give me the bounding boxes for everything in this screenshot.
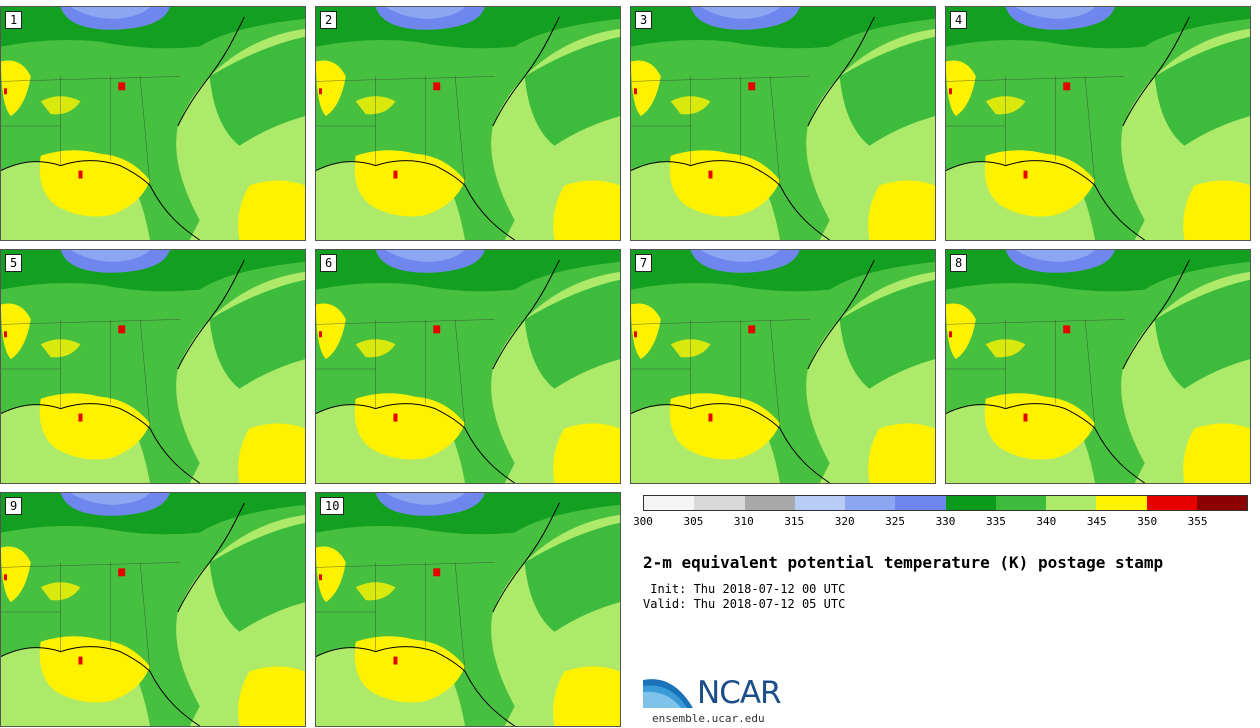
- map-icon: [631, 250, 935, 483]
- postage-stamp-map: 1: [0, 6, 306, 241]
- colorbar-tick-label: 330: [935, 515, 956, 528]
- colorbar-tick-label: 355: [1187, 515, 1208, 528]
- map-icon: [316, 7, 620, 240]
- colorbar-segment: [694, 496, 745, 510]
- postage-stamp-map: 10: [315, 492, 621, 727]
- map-icon: [946, 7, 1250, 240]
- postage-stamp-map: 9: [0, 492, 306, 727]
- postage-stamp-map: 3: [630, 6, 936, 241]
- colorbar-segment: [845, 496, 896, 510]
- colorbar-tick-label: 315: [784, 515, 805, 528]
- postage-stamp-map: 4: [945, 6, 1251, 241]
- colorbar-segment: [1046, 496, 1097, 510]
- member-number: 7: [635, 254, 653, 272]
- member-number: 1: [5, 11, 23, 29]
- ncar-logo-icon: [643, 679, 693, 708]
- postage-stamp-map: 2: [315, 6, 621, 241]
- colorbar-segment: [1196, 496, 1247, 510]
- colorbar-tick-label: 350: [1137, 515, 1158, 528]
- colorbar-segment: [644, 496, 695, 510]
- colorbar-segment: [995, 496, 1046, 510]
- map-icon: [316, 493, 620, 726]
- colorbar-segment: [1096, 496, 1147, 510]
- plot-title: 2-m equivalent potential temperature (K)…: [643, 553, 1164, 572]
- member-number: 4: [950, 11, 968, 29]
- map-icon: [316, 250, 620, 483]
- member-number: 8: [950, 254, 968, 272]
- member-number: 5: [5, 254, 23, 272]
- postage-stamp-map: 7: [630, 249, 936, 484]
- colorbar-segment: [945, 496, 996, 510]
- colorbar-tick-label: 345: [1086, 515, 1107, 528]
- colorbar-tick-label: 305: [683, 515, 704, 528]
- postage-stamp-map: 5: [0, 249, 306, 484]
- colorbar-tick-label: 325: [885, 515, 906, 528]
- colorbar-tick-label: 310: [733, 515, 754, 528]
- valid-time: Valid: Thu 2018-07-12 05 UTC: [643, 597, 846, 611]
- member-number: 9: [5, 497, 23, 515]
- colorbar-ticks: 300 305 310 315 320 325 330 335 340 345 350 355: [633, 515, 1248, 529]
- colorbar-tick-label: 335: [985, 515, 1006, 528]
- member-number: 2: [320, 11, 338, 29]
- colorbar: [643, 495, 1248, 511]
- map-icon: [1, 7, 305, 240]
- member-number: 6: [320, 254, 338, 272]
- colorbar-segment: [895, 496, 946, 510]
- postage-stamp-map: 6: [315, 249, 621, 484]
- colorbar-tick-label: 300: [633, 515, 653, 528]
- colorbar-tick-label: 320: [834, 515, 855, 528]
- postage-stamp-map: 8: [945, 249, 1251, 484]
- colorbar-segment: [744, 496, 795, 510]
- colorbar-segment: [1146, 496, 1197, 510]
- colorbar-tick-label: 340: [1036, 515, 1057, 528]
- init-time: Init: Thu 2018-07-12 00 UTC: [643, 582, 846, 596]
- map-icon: [631, 7, 935, 240]
- website-url: ensemble.ucar.edu: [652, 712, 765, 725]
- colorbar-segment: [794, 496, 845, 510]
- map-icon: [1, 250, 305, 483]
- map-icon: [946, 250, 1250, 483]
- member-number: 10: [320, 497, 345, 515]
- map-icon: [1, 493, 305, 726]
- member-number: 3: [635, 11, 653, 29]
- ncar-logo-text: NCAR: [697, 675, 782, 711]
